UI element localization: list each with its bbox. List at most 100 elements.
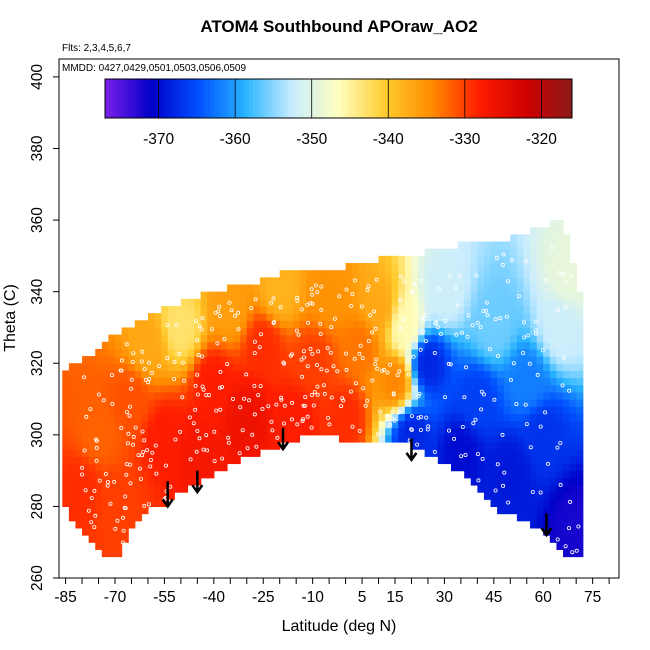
field-cell xyxy=(497,406,505,414)
field-cell xyxy=(88,449,96,457)
field-cell xyxy=(246,391,254,400)
field-cell xyxy=(167,492,175,500)
colorbar-cell xyxy=(206,79,211,118)
observation-point xyxy=(527,361,532,366)
field-cell xyxy=(523,391,531,400)
colorbar-cell xyxy=(568,79,573,118)
observation-point xyxy=(226,435,231,440)
field-cell xyxy=(483,348,492,357)
field-cell xyxy=(365,313,373,321)
field-cell xyxy=(292,434,301,443)
field-cell xyxy=(115,527,123,536)
field-cell xyxy=(424,291,432,300)
field-cell xyxy=(483,420,492,429)
field-cell xyxy=(88,384,96,393)
field-cell xyxy=(576,377,584,386)
observation-point xyxy=(361,386,366,391)
field-cell xyxy=(523,413,531,422)
observation-point xyxy=(84,414,89,419)
field-cell xyxy=(523,449,531,457)
field-cell xyxy=(490,291,498,300)
field-cell xyxy=(134,406,142,414)
field-cell xyxy=(418,363,426,371)
field-cell xyxy=(556,327,564,336)
observation-point xyxy=(385,413,390,418)
field-cell xyxy=(200,320,208,329)
field-cell xyxy=(497,270,505,278)
field-cell xyxy=(444,449,452,457)
field-cell xyxy=(510,284,518,293)
field-cell xyxy=(563,506,571,515)
field-cell xyxy=(246,298,254,307)
colorbar-cell xyxy=(175,79,180,118)
field-cell xyxy=(470,241,478,250)
observation-point xyxy=(96,392,101,397)
field-cell xyxy=(510,499,518,508)
field-cell xyxy=(62,492,70,500)
field-cell xyxy=(207,456,215,465)
observation-point xyxy=(415,442,420,447)
field-cell xyxy=(516,363,525,371)
field-cell xyxy=(240,399,248,407)
observation-point xyxy=(227,300,232,305)
field-cell xyxy=(398,305,406,314)
field-cell xyxy=(246,363,254,371)
field-cell xyxy=(536,284,544,293)
field-cell xyxy=(128,327,136,336)
field-cell xyxy=(503,363,511,371)
field-cell xyxy=(510,470,518,479)
colorbar-cell xyxy=(330,79,336,118)
field-cell xyxy=(503,441,511,450)
field-cell xyxy=(266,427,274,436)
field-cell xyxy=(339,399,347,407)
field-cell xyxy=(325,305,334,314)
field-cell xyxy=(516,499,525,508)
field-cell xyxy=(503,320,511,329)
field-cell xyxy=(497,334,505,343)
field-cell xyxy=(213,348,222,357)
observation-point xyxy=(237,451,242,456)
field-cell xyxy=(339,291,347,300)
field-cell xyxy=(240,420,248,429)
field-cell xyxy=(563,241,571,250)
colorbar-tick-label: -330 xyxy=(449,131,480,148)
field-cell xyxy=(108,348,116,357)
field-cell xyxy=(431,427,439,436)
field-cell xyxy=(108,535,116,543)
field-cell xyxy=(470,284,478,293)
field-cell xyxy=(391,427,399,436)
field-cell xyxy=(246,313,254,321)
field-cell xyxy=(530,298,538,307)
field-cell xyxy=(556,277,564,286)
field-cell xyxy=(503,313,511,321)
field-cell xyxy=(398,406,406,414)
field-cell xyxy=(167,427,175,436)
observation-point xyxy=(226,440,231,445)
observation-point xyxy=(341,398,346,403)
field-cell xyxy=(95,427,103,436)
field-cell xyxy=(95,370,103,379)
y-tick-label: 280 xyxy=(29,493,46,519)
field-cell xyxy=(451,391,459,400)
field-cell xyxy=(299,270,307,278)
field-cell xyxy=(207,406,215,414)
field-cell xyxy=(490,484,498,493)
field-cell xyxy=(510,456,518,465)
colorbar-cell xyxy=(447,79,452,118)
field-cell xyxy=(128,370,136,379)
field-cell xyxy=(312,406,320,414)
field-cell xyxy=(563,484,571,493)
observation-point xyxy=(319,284,324,289)
field-cell xyxy=(477,434,485,443)
field-cell xyxy=(418,284,426,293)
field-cell xyxy=(490,363,498,371)
field-cell xyxy=(398,356,406,364)
field-cell xyxy=(187,391,195,400)
field-cell xyxy=(121,513,129,522)
field-cell xyxy=(556,263,564,271)
colorbar-cell xyxy=(478,79,483,118)
field-cell xyxy=(437,384,446,393)
field-cell xyxy=(418,413,426,422)
observation-point xyxy=(558,440,563,445)
field-cell xyxy=(523,263,531,271)
